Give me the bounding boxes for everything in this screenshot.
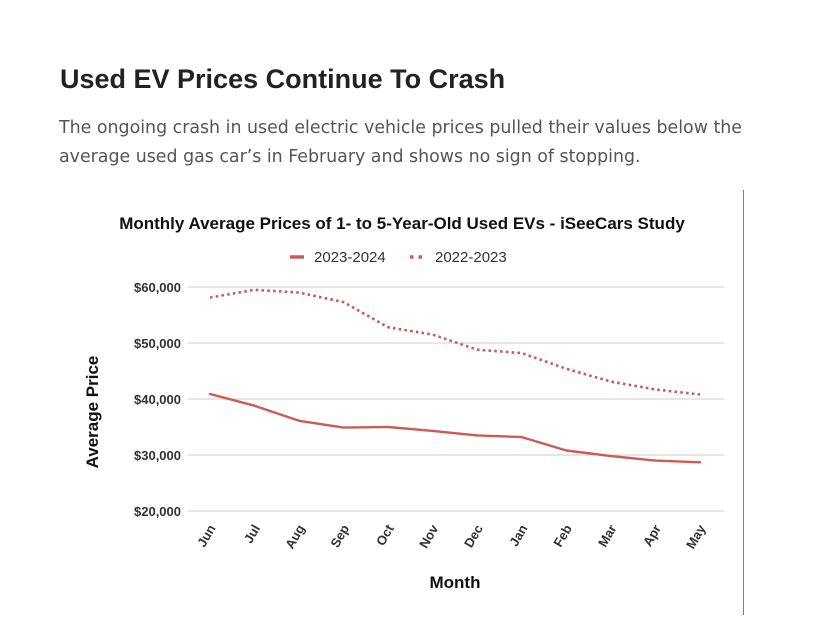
column-divider [743,190,744,615]
article-lede: The ongoing crash in used electric vehic… [59,118,742,167]
x-tick-label: Dec [461,522,486,550]
y-axis-label: Average Price [83,356,102,469]
x-tick-label: Sep [327,522,352,550]
y-tick-label: $40,000 [134,392,181,407]
gridlines [188,286,724,512]
x-tick-label: Jan [506,522,530,549]
y-axis-ticks: $20,000 $30,000 $40,000 $50,000 $60,000 [134,280,181,519]
legend-label-2023-2024: 2023-2024 [314,249,386,266]
x-tick-label: Feb [550,522,575,550]
x-tick-label: Apr [640,522,664,549]
x-tick-label: Jul [241,522,263,546]
x-tick-label: Jun [194,522,219,550]
article-title: Used EV Prices Continue To Crash [60,64,506,94]
legend: 2023-2024 2022-2023 [290,249,507,266]
x-tick-label: Oct [373,521,397,548]
x-axis-ticks: Jun Jul Aug Sep Oct Nov Dec Jan Feb Mar Apr May [194,521,709,551]
x-tick-label: Mar [595,522,620,550]
x-tick-label: Aug [282,522,308,551]
y-tick-label: $30,000 [134,448,181,463]
y-tick-label: $60,000 [134,280,181,295]
y-tick-label: $20,000 [134,504,181,519]
x-tick-label: May [683,521,709,551]
x-axis-label: Month [430,573,481,592]
legend-label-2022-2023: 2022-2023 [435,249,507,266]
series-line-2023-2024 [208,392,702,464]
y-tick-label: $50,000 [134,336,181,351]
series-line-2022-2023 [209,288,701,396]
x-tick-label: Nov [416,521,442,550]
series-lines [208,288,702,464]
chart-title: Monthly Average Prices of 1- to 5-Year-O… [119,214,685,233]
